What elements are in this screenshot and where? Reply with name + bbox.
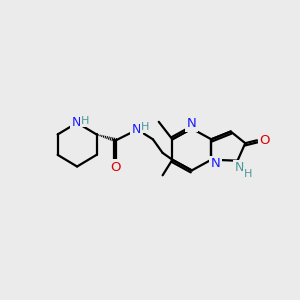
- Text: N: N: [210, 157, 220, 170]
- Text: N: N: [71, 116, 81, 129]
- Text: N: N: [187, 117, 197, 130]
- Text: H: H: [141, 122, 149, 132]
- Text: O: O: [111, 161, 121, 174]
- Text: N: N: [132, 123, 141, 136]
- Text: N: N: [235, 161, 244, 174]
- Text: O: O: [260, 134, 270, 147]
- Text: H: H: [244, 169, 252, 179]
- Text: H: H: [81, 116, 89, 126]
